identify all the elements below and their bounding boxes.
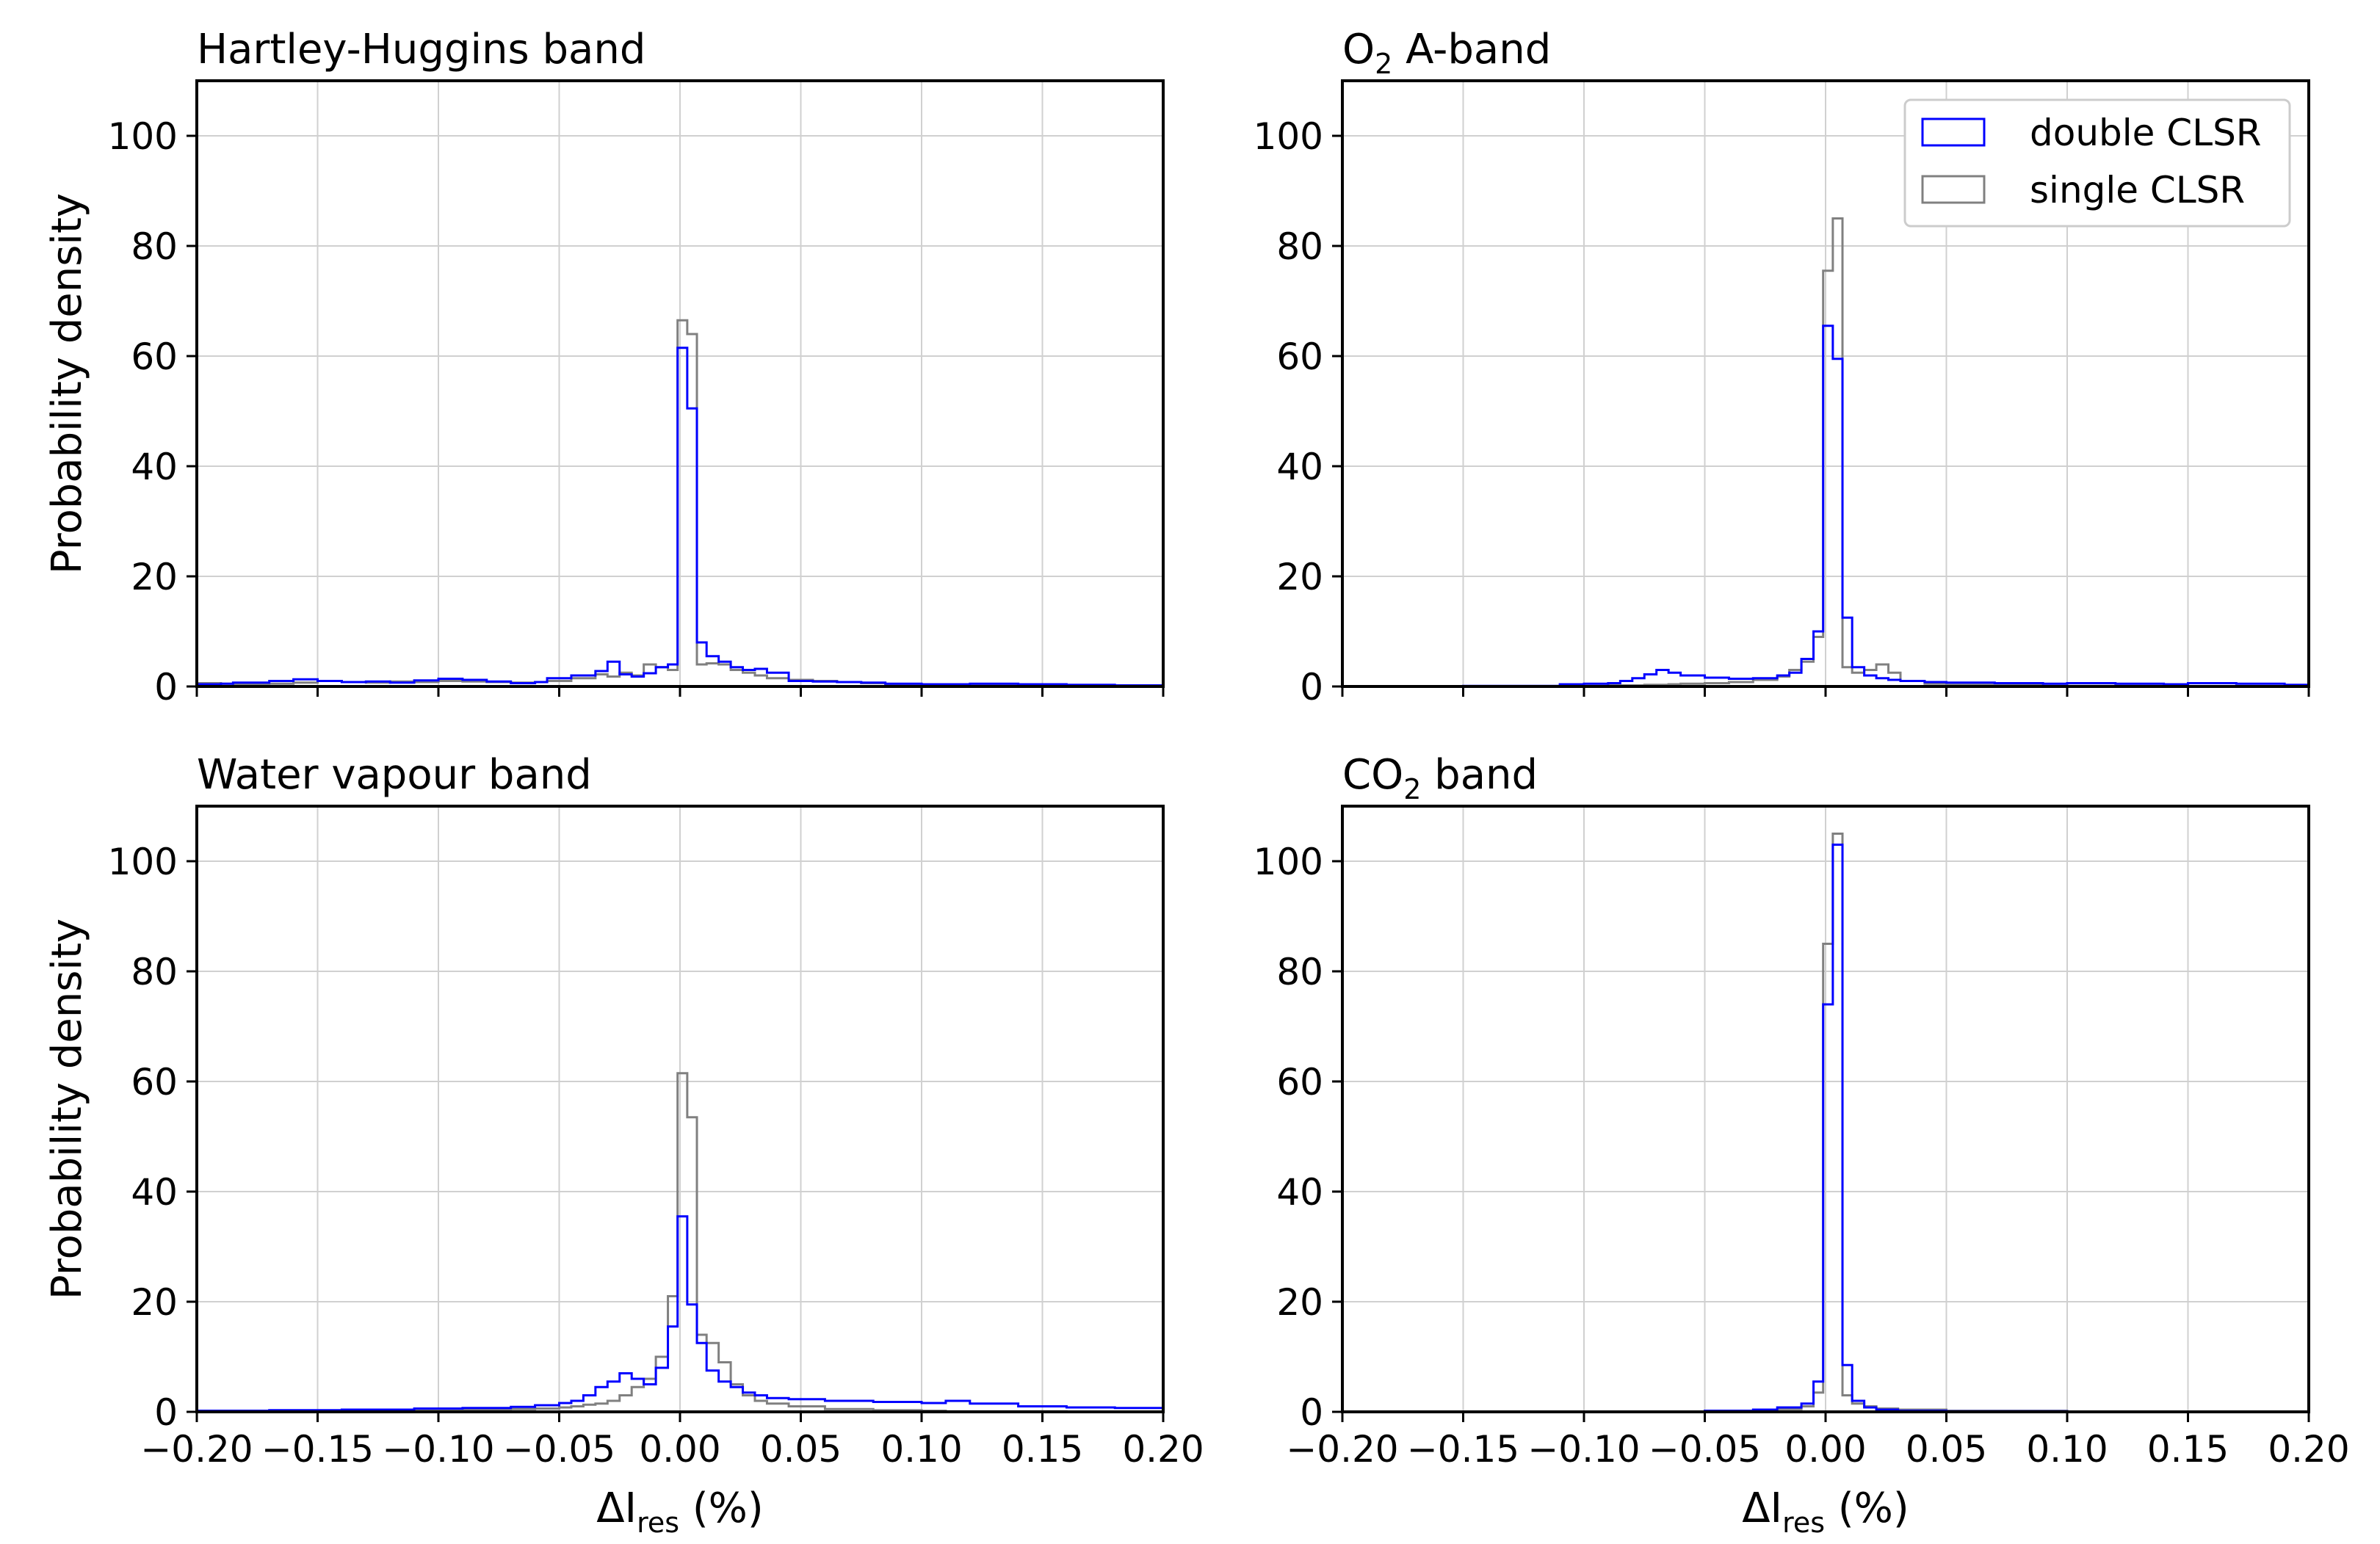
gridlines: [196, 806, 1164, 1413]
series-double-clsr: [195, 1215, 1165, 1412]
gridlines: [196, 81, 1164, 687]
y-tick-label: 40: [131, 1171, 178, 1214]
panel-co2-band: −0.20 −0.15 −0.10 −0.05 0.00 0.05 0.10 0.15 0.20…: [1254, 751, 2350, 1539]
x-tick-label: 0.00: [639, 1428, 720, 1471]
y-tick-label: 20: [131, 556, 178, 598]
x-tick-label: 0.15: [1002, 1428, 1083, 1471]
panel-water-vapour-band: −0.20 −0.15 −0.10 −0.05 0.00 0.05 0.10 0.15 0.20…: [43, 751, 1204, 1539]
x-tick-label: 0.05: [1906, 1428, 1987, 1471]
x-tick-label: −0.15: [1407, 1428, 1519, 1471]
axis-ticks: −0.20 −0.15 −0.10 −0.05 0.00 0.05 0.10 0.15 0.20…: [108, 841, 1204, 1471]
axis-ticks: 0 20 40 60 80 100: [108, 115, 1165, 708]
panel-title: CO2 band: [1342, 751, 1538, 805]
y-tick-label: 40: [1276, 446, 1323, 488]
y-tick-label: 0: [1300, 1391, 1323, 1434]
y-tick-label: 100: [108, 115, 178, 158]
y-axis-label: Probability density: [43, 193, 91, 574]
y-axis-label: Probability density: [43, 918, 91, 1300]
y-tick-label: 20: [1276, 1281, 1323, 1324]
x-tick-label: 0.05: [760, 1428, 842, 1471]
y-tick-label: 60: [1276, 336, 1323, 378]
panel-title: Water vapour band: [197, 751, 592, 799]
x-axis-label: ΔIres (%): [596, 1485, 764, 1539]
y-tick-label: 20: [131, 1281, 178, 1324]
y-tick-label: 80: [131, 951, 178, 993]
panel-title: O2 A-band: [1342, 26, 1551, 80]
x-tick-label: −0.05: [503, 1428, 615, 1471]
panel-hartley-huggins: 0 20 40 60 80 100 Hartley-Huggins band Probab…: [43, 26, 1165, 708]
y-tick-label: 0: [154, 1391, 178, 1434]
x-axis-label: ΔIres (%): [1742, 1485, 1909, 1539]
y-tick-label: 80: [1276, 951, 1323, 993]
y-tick-label: 60: [1276, 1061, 1323, 1103]
gridlines: [1342, 806, 2310, 1413]
histogram-series: [195, 319, 1165, 687]
x-tick-label: 0.10: [880, 1428, 962, 1471]
x-tick-label: 0.20: [1122, 1428, 1204, 1471]
panel-title: Hartley-Huggins band: [197, 26, 645, 73]
y-tick-label: 0: [154, 666, 178, 708]
y-tick-label: 0: [1300, 666, 1323, 708]
x-tick-label: −0.10: [1527, 1428, 1640, 1471]
x-tick-label: −0.15: [261, 1428, 374, 1471]
x-tick-label: 0.00: [1784, 1428, 1866, 1471]
x-tick-label: −0.20: [1286, 1428, 1398, 1471]
x-tick-label: 0.10: [2026, 1428, 2108, 1471]
x-tick-label: 0.15: [2147, 1428, 2229, 1471]
legend-swatch-single: [1921, 175, 1986, 204]
legend-label-double: double CLSR: [2030, 112, 2262, 154]
legend: double CLSR single CLSR: [1903, 98, 2291, 228]
y-tick-label: 60: [131, 1061, 178, 1103]
y-tick-label: 40: [1276, 1171, 1323, 1214]
y-tick-label: 40: [131, 446, 178, 488]
legend-box: [1903, 98, 2291, 228]
series-double-clsr: [195, 347, 1165, 686]
panel-o2-a-band: 0 20 40 60 80 100 O2 A-band double CLSR singl…: [1254, 26, 2310, 708]
y-tick-label: 80: [131, 225, 178, 268]
axis-ticks: 0 20 40 60 80 100: [1254, 115, 2310, 708]
x-tick-label: −0.20: [140, 1428, 253, 1471]
axis-ticks: −0.20 −0.15 −0.10 −0.05 0.00 0.05 0.10 0.15 0.20…: [1254, 841, 2350, 1471]
y-tick-label: 100: [1254, 115, 1323, 158]
y-tick-label: 20: [1276, 556, 1323, 598]
y-tick-label: 80: [1276, 225, 1323, 268]
x-tick-label: −0.05: [1649, 1428, 1761, 1471]
legend-label-single: single CLSR: [2030, 169, 2245, 211]
y-tick-label: 100: [108, 841, 178, 883]
series-double-clsr: [1342, 325, 2310, 688]
x-tick-label: 0.20: [2268, 1428, 2349, 1471]
histogram-series: [195, 1072, 1165, 1413]
y-tick-label: 100: [1254, 841, 1323, 883]
y-tick-label: 60: [131, 336, 178, 378]
legend-swatch-double: [1921, 117, 1986, 147]
x-tick-label: −0.10: [382, 1428, 494, 1471]
